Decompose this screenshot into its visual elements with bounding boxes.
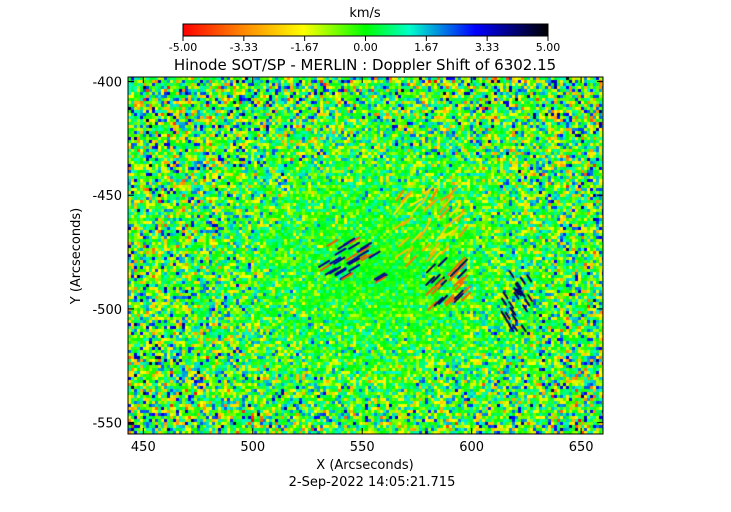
colorbar-tick-label: 1.67 bbox=[414, 41, 439, 54]
colorbar-tick-label: -3.33 bbox=[230, 41, 258, 54]
colorbar-tick-label: -1.67 bbox=[290, 41, 318, 54]
x-tick-label: 550 bbox=[350, 440, 375, 455]
colorbar-unit: km/s bbox=[349, 6, 381, 21]
chart-title: Hinode SOT/SP - MERLIN : Doppler Shift o… bbox=[174, 56, 556, 74]
colorbar-tick-label: 3.33 bbox=[475, 41, 500, 54]
x-tick-label: 500 bbox=[240, 440, 265, 455]
x-tick-label: 450 bbox=[131, 440, 156, 455]
plot-frame bbox=[127, 76, 604, 435]
y-tick-label: -400 bbox=[92, 76, 122, 91]
x-axis-ticks: 450 500 550 600 650 bbox=[131, 77, 594, 455]
y-tick-label: -550 bbox=[92, 417, 122, 432]
y-axis-ticks: -400 -450 -500 -550 bbox=[92, 76, 603, 432]
y-tick-label: -500 bbox=[92, 303, 122, 318]
x-axis-label: X (Arcseconds) bbox=[316, 458, 413, 473]
colorbar bbox=[182, 23, 549, 37]
doppler-heatmap bbox=[128, 77, 603, 434]
x-tick-label: 650 bbox=[569, 440, 594, 455]
y-tick-label: -450 bbox=[92, 189, 122, 204]
doppler-velocity-map bbox=[128, 77, 603, 434]
colorbar-tick-label: 5.00 bbox=[536, 41, 561, 54]
timestamp: 2-Sep-2022 14:05:21.715 bbox=[289, 475, 456, 490]
colorbar-tick-label: 0.00 bbox=[353, 41, 378, 54]
colorbar-ticks: -5.00 -3.33 -1.67 0.00 1.67 3.33 5.00 bbox=[169, 36, 560, 54]
colorbar-tick-label: -5.00 bbox=[169, 41, 197, 54]
y-axis-label: Y (Arcseconds) bbox=[69, 208, 84, 305]
x-tick-label: 600 bbox=[459, 440, 484, 455]
